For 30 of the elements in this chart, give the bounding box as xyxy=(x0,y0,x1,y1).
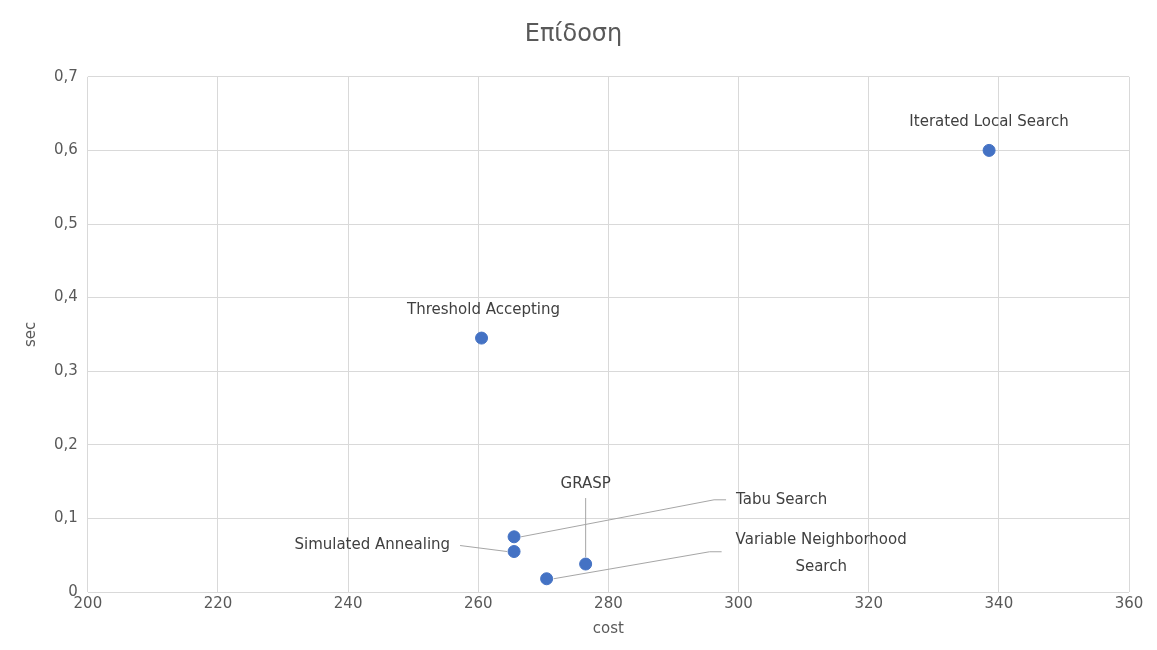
chart-title: Επίδοση xyxy=(524,18,623,47)
x-tick-label: 340 xyxy=(984,593,1014,612)
point xyxy=(507,530,521,544)
x-tick-label: 300 xyxy=(724,593,753,612)
annotation: Iterated Local Search xyxy=(909,112,1069,131)
annotation: Variable Neighborhood Search xyxy=(735,529,907,575)
x-tick-label: 260 xyxy=(463,593,493,612)
x-tick-label: 220 xyxy=(203,593,233,612)
y-tick-label: 0,2 xyxy=(54,434,78,453)
point xyxy=(982,143,996,157)
annotation: GRASP xyxy=(560,473,611,492)
y-tick-label: 0,3 xyxy=(54,361,78,380)
y-tick-label: 0,4 xyxy=(54,287,78,306)
point xyxy=(579,557,593,571)
y-tick-label: 0,7 xyxy=(54,66,78,85)
y-axis-title: sec xyxy=(20,321,39,348)
annotation: Threshold Accepting xyxy=(406,299,561,318)
point xyxy=(540,572,554,586)
annotation: Simulated Annealing xyxy=(294,535,451,554)
y-tick-label: 0,6 xyxy=(54,140,78,159)
y-tick-label: 0,1 xyxy=(54,508,78,527)
annotation: Tabu Search xyxy=(735,489,828,508)
point xyxy=(507,545,521,559)
y-tick-label: 0,5 xyxy=(54,213,78,232)
x-tick-label: 320 xyxy=(854,593,884,612)
x-tick-label: 360 xyxy=(1114,593,1144,612)
x-tick-label: 240 xyxy=(333,593,363,612)
x-tick-label: 280 xyxy=(594,593,623,612)
x-axis-title: cost xyxy=(592,618,625,637)
point xyxy=(475,331,489,345)
